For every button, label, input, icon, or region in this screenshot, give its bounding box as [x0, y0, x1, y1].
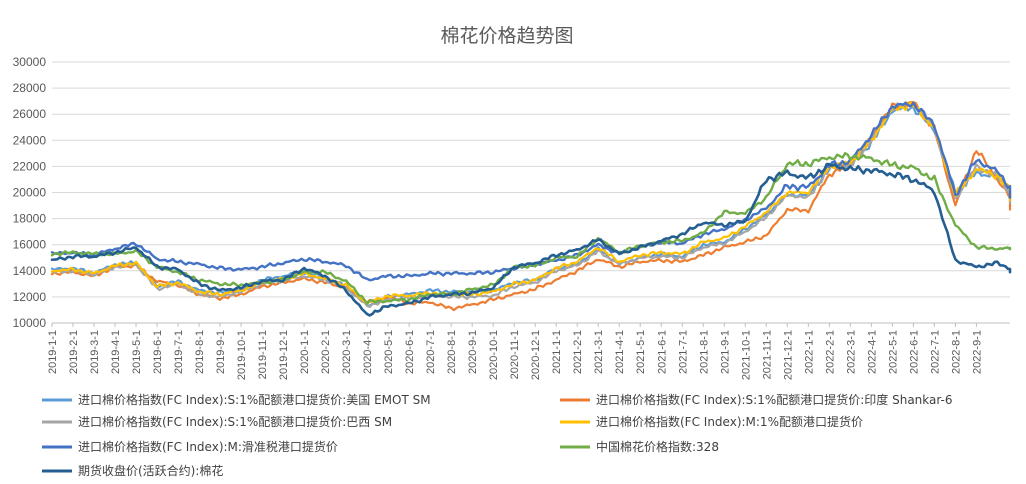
x-tick-label: 2022-1-1 — [803, 330, 815, 374]
x-tick-label: 2020-5-1 — [383, 330, 395, 374]
x-tick-label: 2020-4-1 — [362, 330, 374, 374]
x-tick-label: 2020-3-1 — [341, 330, 353, 374]
x-tick-label: 2021-6-1 — [656, 330, 668, 374]
x-tick-label: 2020-11-1 — [509, 330, 521, 379]
x-tick-label: 2019-5-1 — [131, 330, 143, 374]
x-tick-label: 2020-10-1 — [488, 330, 500, 380]
x-tick-label: 2021-11-1 — [761, 330, 773, 379]
series-line-5 — [50, 101, 1012, 282]
legend-label: 进口棉价格指数(FC Index):S:1%配额港口提货价:美国 EMOT SM — [78, 392, 431, 407]
legend-label: 进口棉价格指数(FC Index):S:1%配额港口提货价:巴西 SM — [78, 414, 392, 429]
x-tick-label: 2019-4-1 — [110, 330, 122, 374]
x-tick-label: 2022-8-1 — [950, 330, 962, 374]
x-tick-label: 2019-1-1 — [47, 330, 59, 374]
legend: 进口棉价格指数(FC Index):S:1%配额港口提货价:美国 EMOT SM… — [42, 392, 953, 478]
x-tick-label: 2019-2-1 — [68, 330, 80, 374]
series-line-4 — [50, 101, 1012, 305]
y-tick-label: 22000 — [13, 159, 47, 173]
x-tick-label: 2022-9-1 — [971, 330, 983, 374]
series-lines — [50, 100, 1012, 317]
y-tick-label: 28000 — [13, 81, 47, 95]
x-tick-label: 2019-6-1 — [152, 330, 164, 374]
y-tick-label: 30000 — [13, 55, 47, 69]
x-tick-label: 2019-11-1 — [257, 330, 269, 379]
x-tick-label: 2022-3-1 — [845, 330, 857, 374]
x-tick-label: 2020-9-1 — [467, 330, 479, 374]
x-tick-label: 2021-1-1 — [551, 330, 563, 374]
x-tick-label: 2019-3-1 — [89, 330, 101, 374]
x-tick-label: 2021-4-1 — [614, 330, 626, 374]
x-tick-label: 2021-2-1 — [572, 330, 584, 374]
x-tick-label: 2022-6-1 — [908, 330, 920, 374]
y-tick-label: 14000 — [13, 264, 47, 278]
y-tick-label: 24000 — [13, 133, 47, 147]
x-tick-label: 2020-6-1 — [404, 330, 416, 374]
x-tick-label: 2020-7-1 — [425, 330, 437, 374]
y-tick-label: 12000 — [13, 290, 47, 304]
x-tick-label: 2021-9-1 — [719, 330, 731, 374]
y-tick-label: 26000 — [13, 107, 47, 121]
legend-label: 期货收盘价(活跃合约):棉花 — [78, 463, 223, 478]
series-line-6 — [50, 152, 1012, 305]
y-tick-label: 10000 — [13, 316, 47, 330]
x-tick-label: 2022-2-1 — [824, 330, 836, 374]
series-line-7 — [50, 162, 1012, 317]
x-tick-label: 2021-10-1 — [740, 330, 752, 380]
x-tick-label: 2019-8-1 — [194, 330, 206, 374]
x-tick-label: 2019-7-1 — [173, 330, 185, 374]
y-tick-label: 18000 — [13, 212, 47, 226]
legend-label: 中国棉花价格指数:328 — [596, 439, 719, 454]
x-tick-label: 2022-5-1 — [887, 330, 899, 374]
x-tick-label: 2020-12-1 — [530, 330, 542, 380]
x-tick-label: 2021-3-1 — [593, 330, 605, 374]
y-tick-label: 20000 — [13, 186, 47, 200]
x-tick-label: 2019-9-1 — [215, 330, 227, 374]
series-line-1 — [50, 105, 1012, 307]
x-tick-label: 2021-5-1 — [635, 330, 647, 374]
x-tick-label: 2020-2-1 — [320, 330, 332, 374]
x-tick-label: 2021-7-1 — [677, 330, 689, 374]
chart-title: 棉花价格趋势图 — [440, 25, 573, 47]
legend-label: 进口棉价格指数(FC Index):M:滑准税港口提货价 — [78, 439, 338, 454]
legend-label: 进口棉价格指数(FC Index):M:1%配额港口提货价 — [596, 414, 863, 429]
x-tick-label: 2020-8-1 — [446, 330, 458, 374]
x-tick-label: 2021-12-1 — [782, 330, 794, 380]
x-tick-label: 2021-8-1 — [698, 330, 710, 374]
legend-label: 进口棉价格指数(FC Index):S:1%配额港口提货价:印度 Shankar… — [596, 392, 953, 407]
x-tick-label: 2022-4-1 — [866, 330, 878, 374]
series-line-3 — [50, 100, 1012, 308]
x-tick-label: 2020-1-1 — [299, 330, 311, 374]
y-axis-ticks: 10000 12000 14000 16000 18000 20000 22000 24000… — [13, 55, 47, 330]
x-axis-ticks: 2019-1-1 2019-2-1 2019-3-1 2019-4-1 2019-5-1… — [47, 323, 983, 380]
x-tick-label: 2022-7-1 — [929, 330, 941, 374]
y-tick-label: 16000 — [13, 238, 47, 252]
x-tick-label: 2019-10-1 — [236, 330, 248, 380]
x-tick-label: 2019-12-1 — [278, 330, 290, 380]
